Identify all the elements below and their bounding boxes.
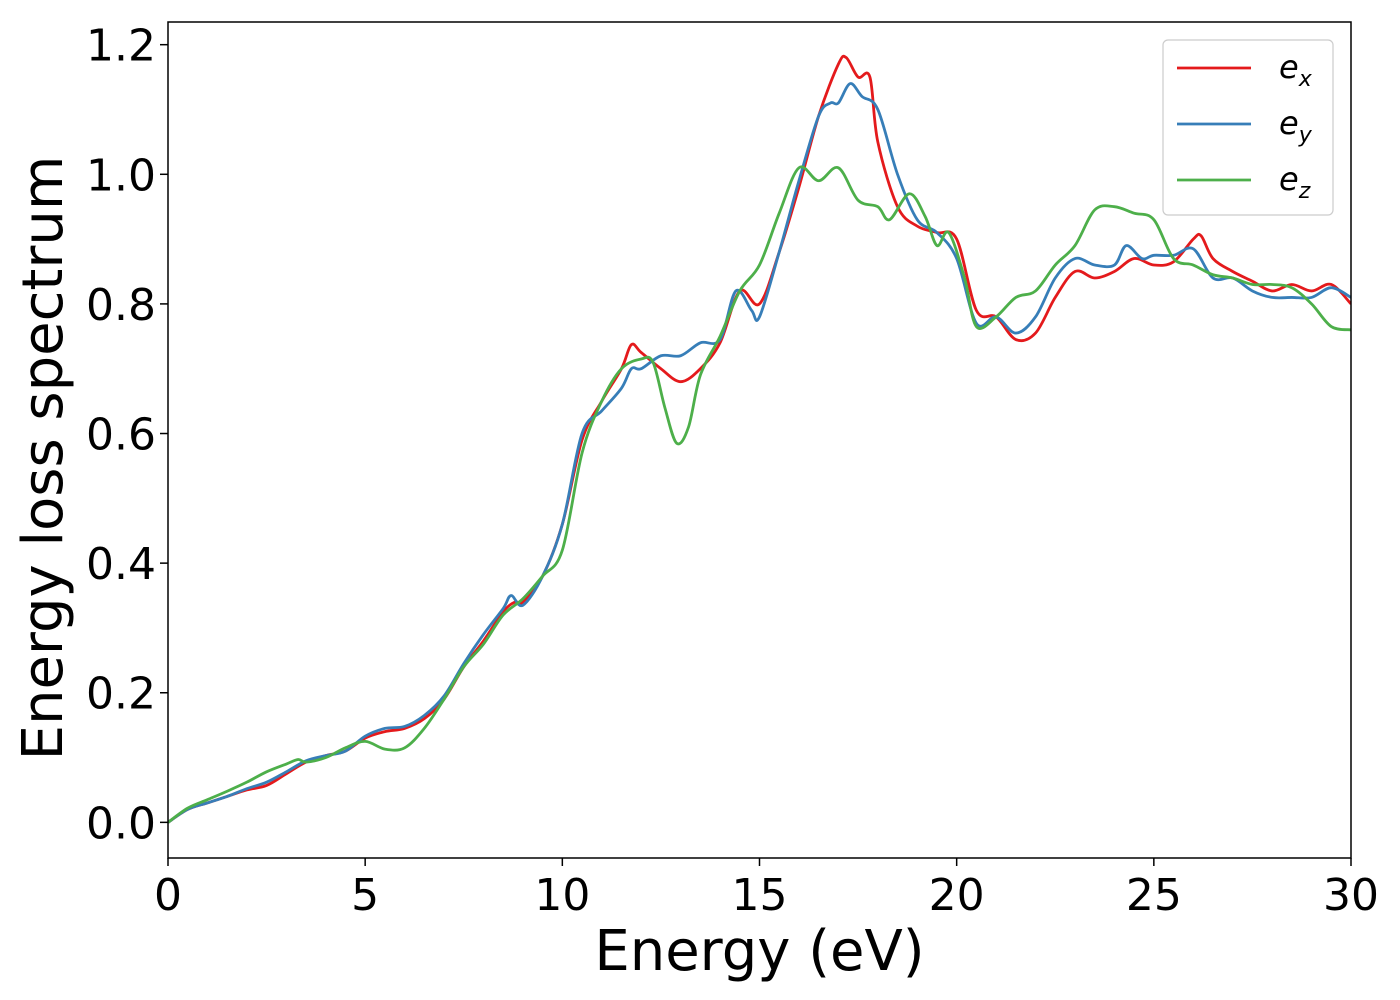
legend-label-y: ey: [1279, 104, 1313, 148]
y-tick-label: 0.4: [86, 539, 156, 590]
y-tick-label: 1.0: [86, 150, 156, 201]
series-lines-layer: [168, 54, 1351, 824]
y-tick-label: 1.2: [86, 21, 156, 72]
legend-box: [1162, 39, 1334, 216]
x-tick-label: 5: [351, 870, 379, 921]
x-tick-label: 10: [534, 870, 590, 921]
y-axis-title: Energy loss spectrum: [11, 156, 76, 761]
x-tick-label: 20: [929, 870, 985, 921]
y-tick-label: 0.2: [86, 669, 156, 720]
y-tick-label: 0.6: [86, 410, 156, 461]
x-tick-label: 25: [1126, 870, 1182, 921]
series-line-y: [168, 82, 1351, 824]
axis-ticks-layer: 0 5 10 15 20 25 30 0.0 0.2 0.4 0.6 0.8 1.0 1.2: [86, 21, 1379, 921]
y-tick-label: 0.8: [86, 280, 156, 331]
legend-label-x: ex: [1279, 48, 1313, 92]
x-axis-title: Energy (eV): [594, 919, 924, 984]
legend-label-z: ez: [1279, 160, 1311, 204]
series-line-z: [168, 165, 1351, 824]
x-tick-label: 0: [154, 870, 182, 921]
x-tick-label: 30: [1323, 870, 1379, 921]
x-tick-label: 15: [732, 870, 788, 921]
legend: ex ey ez: [1162, 39, 1334, 216]
y-tick-label: 0.0: [86, 798, 156, 849]
